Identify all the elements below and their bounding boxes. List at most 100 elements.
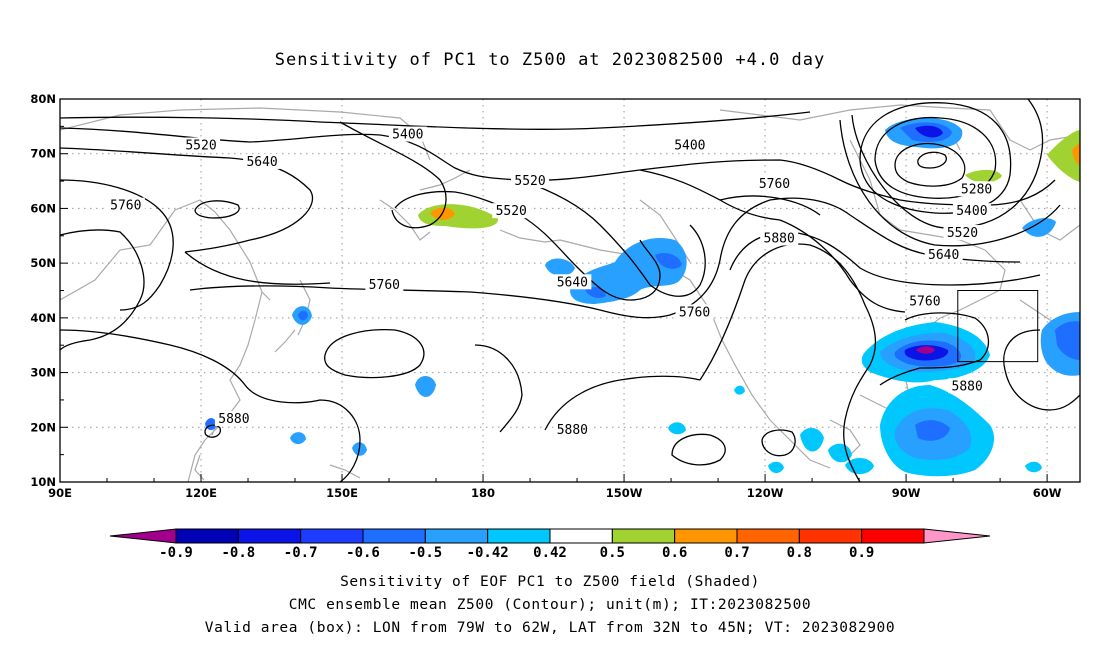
contour-label: 5520 xyxy=(947,226,978,241)
contour-label: 5400 xyxy=(956,204,987,219)
contour-label-bg xyxy=(553,274,592,290)
contour-label-bg xyxy=(492,203,531,219)
sensitivity-shading xyxy=(205,117,1080,477)
contour-5760-central xyxy=(189,285,671,319)
colorbar-swatch xyxy=(861,528,925,544)
x-tick-label: 180 xyxy=(471,486,495,500)
x-axis-labels: 90E 120E 150E 180 150W 120W 90W 60W xyxy=(48,486,1062,500)
contour-label-bg xyxy=(511,173,550,189)
colorbar-swatch xyxy=(611,528,676,544)
colorbar-label: 0.8 xyxy=(787,545,812,561)
colorbar-swatch xyxy=(175,528,239,544)
contour-label-bg xyxy=(952,203,991,219)
contour-label: 5880 xyxy=(218,412,249,427)
colorbar-label: -0.42 xyxy=(467,545,509,561)
contour-label: 5880 xyxy=(952,379,983,394)
contour-label-bg xyxy=(388,126,427,142)
contour-label-bg xyxy=(182,137,221,153)
colorbar-swatch xyxy=(487,528,551,544)
contour-5280 xyxy=(894,142,966,187)
contour-label: 5640 xyxy=(246,155,277,170)
colorbar-label: -0.5 xyxy=(408,545,442,561)
colorbar-swatch xyxy=(798,528,863,544)
y-tick-label: 40N xyxy=(30,311,56,325)
caption-contour: CMC ensemble mean Z500 (Contour); unit(m… xyxy=(288,597,812,613)
colorbar-labels: -0.9 -0.8 -0.7 -0.6 -0.5 -0.42 0.42 0.5 0.6 0.7 0.… xyxy=(159,545,874,561)
contour-label-bg xyxy=(243,153,282,169)
contour-label-bg xyxy=(924,246,963,262)
colorbar-label: -0.8 xyxy=(221,545,255,561)
contour-label: 5880 xyxy=(764,232,795,247)
contour-label-bg xyxy=(365,277,404,293)
colorbar-label: 0.7 xyxy=(724,545,749,561)
x-axis-ticks xyxy=(59,474,1048,482)
x-tick-label: 120E xyxy=(185,486,217,500)
contour-label: 5400 xyxy=(674,139,705,154)
y-tick-label: 50N xyxy=(30,256,56,270)
x-tick-label: 60W xyxy=(1033,486,1062,500)
contour-label-bg xyxy=(106,197,145,213)
colorbar-swatch xyxy=(300,528,364,544)
contour-label-bg xyxy=(943,225,982,241)
colorbar xyxy=(109,528,991,544)
contour-label-bg xyxy=(948,378,987,394)
contour-label: 5520 xyxy=(185,139,216,154)
contour-label-bg xyxy=(214,411,253,427)
contour-5880-pacific xyxy=(60,329,361,482)
contour-label: 5760 xyxy=(759,177,790,192)
contour-label: 5280 xyxy=(961,182,992,197)
contour-label: 5760 xyxy=(679,305,710,320)
colorbar-swatch xyxy=(424,528,489,544)
y-tick-label: 30N xyxy=(30,366,56,380)
contour-label: 5760 xyxy=(110,199,141,214)
shade-atlantic-positive xyxy=(1047,130,1080,182)
y-tick-label: 20N xyxy=(30,420,56,434)
colorbar-low-arrow xyxy=(109,528,177,544)
valid-area-box xyxy=(957,290,1039,363)
colorbar-label: -0.9 xyxy=(159,545,193,561)
map-plot-area: 5400 5400 5520 5640 5760 5520 5520 5760 5880 5640… xyxy=(60,99,1080,482)
chart-title: Sensitivity of PC1 to Z500 at 2023082500… xyxy=(274,50,826,70)
contour-5760-west xyxy=(60,229,145,351)
contour-label: 5640 xyxy=(557,275,588,290)
contour-label-bg xyxy=(670,137,709,153)
colorbar-swatch xyxy=(736,528,800,544)
colorbar-swatch xyxy=(362,528,426,544)
caption-valid-area: Valid area (box): LON from 79W to 62W, L… xyxy=(204,620,896,636)
contour-5880-atlantic xyxy=(699,243,877,482)
colorbar-swatch xyxy=(674,528,738,544)
colorbar-label: 0.42 xyxy=(533,545,567,561)
caption-shading: Sensitivity of EOF PC1 to Z500 field (Sh… xyxy=(340,574,760,590)
contour-label-bg xyxy=(760,230,799,246)
contour-label-bg xyxy=(755,175,794,191)
x-tick-label: 90E xyxy=(48,486,72,500)
contour-label: 5640 xyxy=(928,248,959,263)
contour-label-bg xyxy=(675,304,714,320)
colorbar-label: 0.9 xyxy=(849,545,874,561)
x-tick-label: 90W xyxy=(892,486,921,500)
contour-label: 5760 xyxy=(909,294,940,309)
contour-label: 5520 xyxy=(496,204,527,219)
x-tick-label: 120W xyxy=(747,486,784,500)
colorbar-label: 0.5 xyxy=(600,545,625,561)
y-tick-label: 60N xyxy=(30,201,56,215)
x-tick-label: 150W xyxy=(606,486,643,500)
contour-label-bg xyxy=(905,293,944,309)
colorbar-high-arrow xyxy=(923,528,991,544)
y-tick-label: 70N xyxy=(30,147,56,161)
y-axis-ticks xyxy=(60,98,68,483)
contour-label: 5520 xyxy=(514,174,545,189)
contour-5400 xyxy=(60,111,811,130)
contour-5640 xyxy=(60,147,314,253)
contour-label: 5400 xyxy=(392,128,423,143)
contour-label-bg xyxy=(553,422,592,438)
contour-label: 5760 xyxy=(369,278,400,293)
colorbar-label: 0.6 xyxy=(662,545,687,561)
colorbar-swatch xyxy=(549,528,613,544)
y-axis-labels: 80N 70N 60N 50N 40N 30N 20N 10N xyxy=(30,92,56,489)
colorbar-label: -0.7 xyxy=(284,545,318,561)
colorbar-label: -0.6 xyxy=(346,545,380,561)
contour-label-bg xyxy=(957,181,996,197)
contour-labels: 5400 5400 5520 5640 5760 5520 5520 5760 5880 5640… xyxy=(106,126,996,438)
